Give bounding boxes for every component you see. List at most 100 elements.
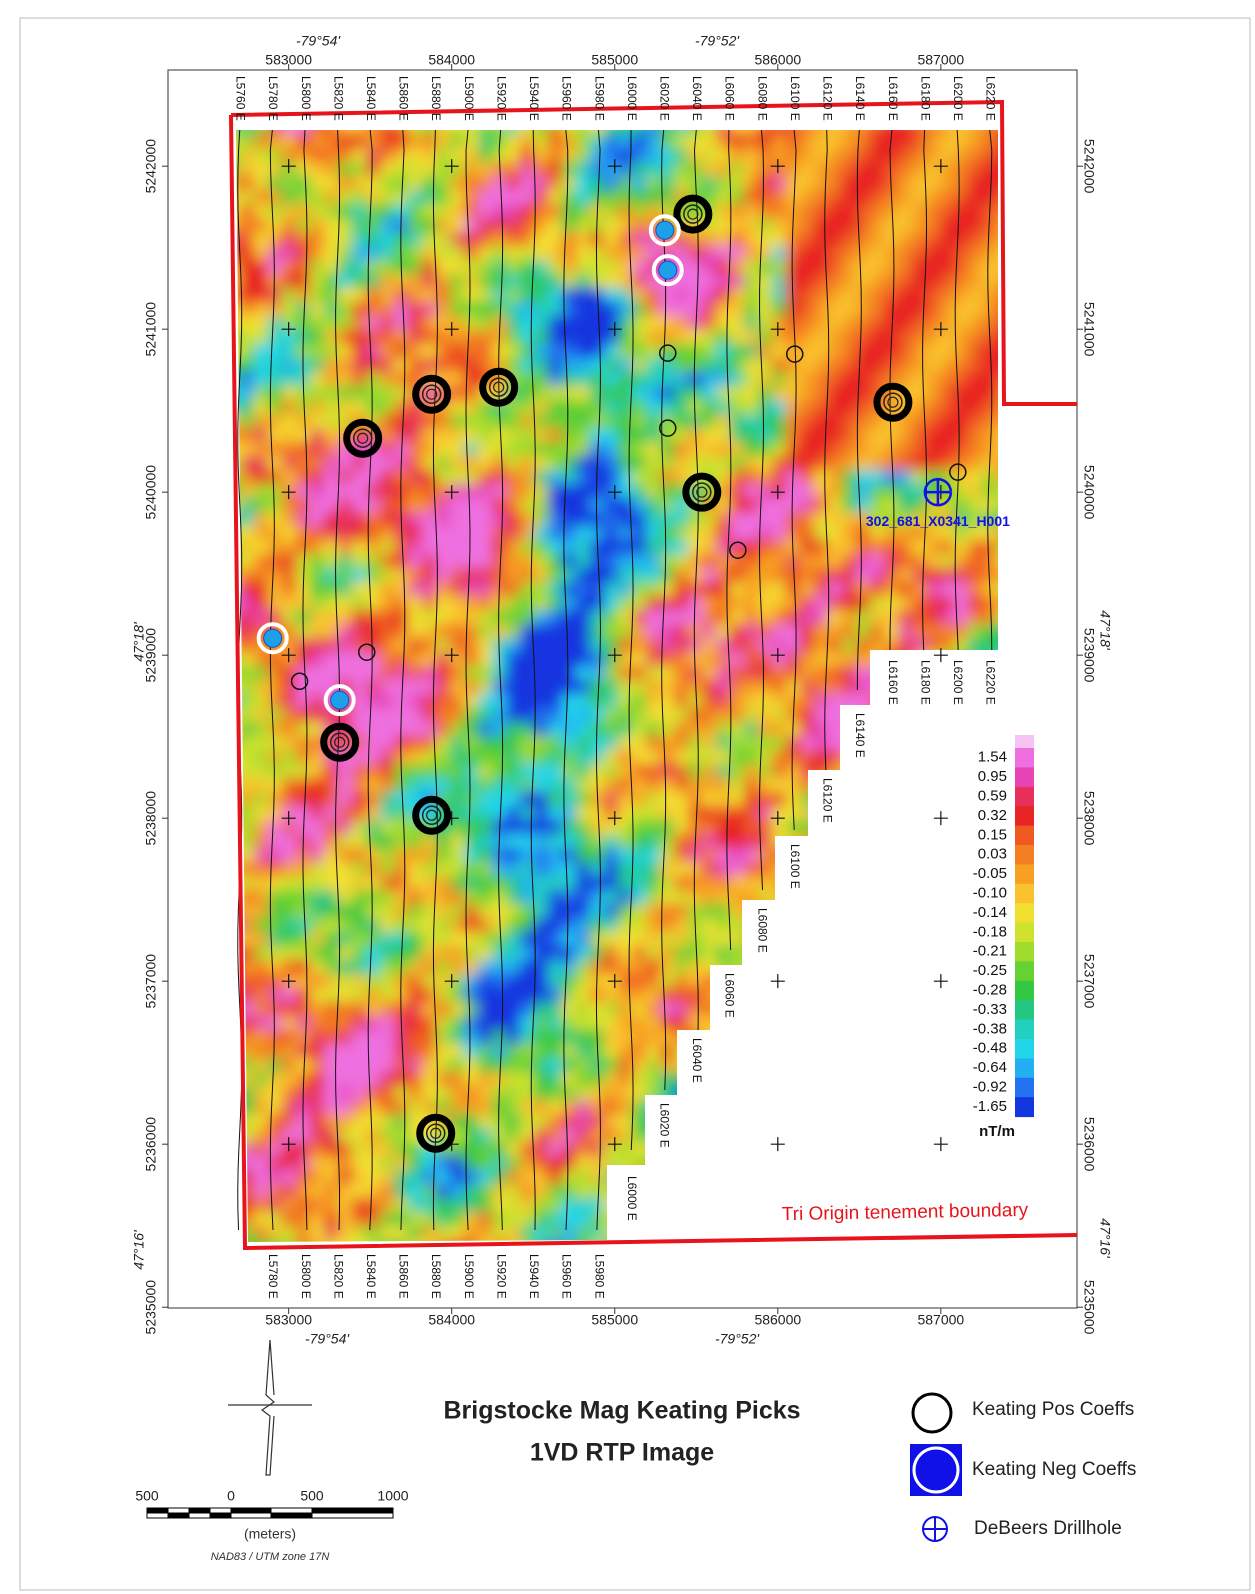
raster-cell: [884, 904, 900, 920]
raster-cell: [296, 876, 312, 892]
raster-cell: [366, 456, 382, 472]
raster-cell: [534, 862, 550, 878]
raster-cell: [520, 428, 536, 444]
raster-cell: [436, 288, 452, 304]
raster-cell: [450, 610, 466, 626]
raster-cell: [436, 694, 452, 710]
raster-cell: [240, 386, 256, 402]
raster-cell: [520, 1212, 536, 1228]
raster-cell: [940, 876, 956, 892]
raster-cell: [954, 176, 970, 192]
raster-cell: [548, 134, 564, 150]
raster-cell: [548, 274, 564, 290]
scale-label: 500: [300, 1488, 324, 1504]
raster-cell: [254, 526, 270, 542]
raster-cell: [716, 1198, 732, 1214]
raster-cell: [856, 1114, 872, 1130]
raster-cell: [296, 414, 312, 430]
raster-cell: [646, 568, 662, 584]
raster-cell: [646, 148, 662, 164]
raster-cell: [828, 652, 844, 668]
raster-cell: [240, 764, 256, 780]
raster-cell: [590, 246, 606, 262]
raster-cell: [786, 680, 802, 696]
raster-cell: [492, 736, 508, 752]
raster-cell: [842, 1170, 858, 1186]
raster-cell: [898, 316, 914, 332]
raster-cell: [478, 120, 494, 136]
raster-cell: [730, 792, 746, 808]
raster-cell: [380, 442, 396, 458]
raster-cell: [268, 582, 284, 598]
raster-cell: [506, 554, 522, 570]
raster-cell: [436, 260, 452, 276]
raster-cell: [576, 708, 592, 724]
raster-cell: [842, 484, 858, 500]
raster-cell: [604, 806, 620, 822]
raster-cell: [254, 708, 270, 724]
raster-cell: [408, 428, 424, 444]
raster-cell: [618, 442, 634, 458]
raster-cell: [478, 232, 494, 248]
raster-cell: [436, 554, 452, 570]
raster-cell: [814, 960, 830, 976]
raster-cell: [478, 526, 494, 542]
latitude-label: 47°18': [131, 621, 147, 662]
raster-cell: [324, 932, 340, 948]
raster-cell: [996, 484, 1012, 500]
raster-cell: [240, 624, 256, 640]
raster-cell: [492, 218, 508, 234]
raster-cell: [436, 624, 452, 640]
raster-cell: [450, 890, 466, 906]
raster-cell: [254, 918, 270, 934]
raster-cell: [842, 302, 858, 318]
raster-cell: [800, 512, 816, 528]
raster-cell: [576, 316, 592, 332]
raster-cell: [814, 750, 830, 766]
raster-cell: [576, 442, 592, 458]
raster-cell: [478, 764, 494, 780]
raster-cell: [422, 1156, 438, 1172]
raster-cell: [660, 722, 676, 738]
raster-cell: [422, 414, 438, 430]
raster-cell: [842, 1114, 858, 1130]
raster-cell: [562, 470, 578, 486]
raster-cell: [338, 1100, 354, 1116]
raster-cell: [534, 162, 550, 178]
raster-cell: [422, 582, 438, 598]
raster-cell: [604, 1016, 620, 1032]
raster-cell: [478, 134, 494, 150]
raster-cell: [646, 134, 662, 150]
scale-unit: (meters): [244, 1526, 296, 1542]
raster-cell: [282, 722, 298, 738]
line-label: L5880 E: [429, 1254, 443, 1299]
raster-cell: [772, 848, 788, 864]
raster-cell: [534, 904, 550, 920]
raster-cell: [506, 456, 522, 472]
raster-cell: [492, 862, 508, 878]
raster-cell: [254, 1142, 270, 1158]
raster-cell: [492, 764, 508, 780]
raster-cell: [240, 204, 256, 220]
raster-cell: [506, 848, 522, 864]
raster-cell: [632, 470, 648, 486]
color-bar: [1015, 923, 1034, 943]
color-bar: [1015, 884, 1034, 904]
raster-cell: [464, 316, 480, 332]
raster-cell: [492, 1212, 508, 1228]
raster-cell: [940, 386, 956, 402]
raster-cell: [520, 162, 536, 178]
raster-cell: [660, 1184, 676, 1200]
raster-cell: [730, 1030, 746, 1046]
raster-cell: [744, 1184, 760, 1200]
raster-cell: [268, 442, 284, 458]
raster-cell: [912, 568, 928, 584]
raster-cell: [814, 1240, 830, 1256]
raster-cell: [632, 498, 648, 514]
raster-cell: [562, 904, 578, 920]
raster-cell: [674, 148, 690, 164]
raster-cell: [926, 736, 942, 752]
raster-cell: [380, 554, 396, 570]
raster-cell: [464, 722, 480, 738]
raster-cell: [506, 414, 522, 430]
